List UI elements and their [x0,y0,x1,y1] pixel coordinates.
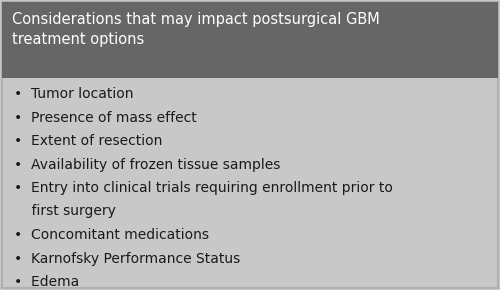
Text: •  Karnofsky Performance Status: • Karnofsky Performance Status [14,251,240,266]
FancyBboxPatch shape [2,2,498,78]
FancyBboxPatch shape [2,2,498,288]
Text: Considerations that may impact postsurgical GBM
treatment options: Considerations that may impact postsurgi… [12,12,380,47]
Text: •  Extent of resection: • Extent of resection [14,134,162,148]
Text: •  Edema: • Edema [14,275,79,289]
Text: •  Tumor location: • Tumor location [14,87,134,101]
Text: •  Presence of mass effect: • Presence of mass effect [14,110,197,124]
Text: •  Entry into clinical trials requiring enrollment prior to: • Entry into clinical trials requiring e… [14,181,393,195]
Text: first surgery: first surgery [14,204,116,218]
Text: •  Concomitant medications: • Concomitant medications [14,228,209,242]
Text: •  Availability of frozen tissue samples: • Availability of frozen tissue samples [14,157,280,171]
